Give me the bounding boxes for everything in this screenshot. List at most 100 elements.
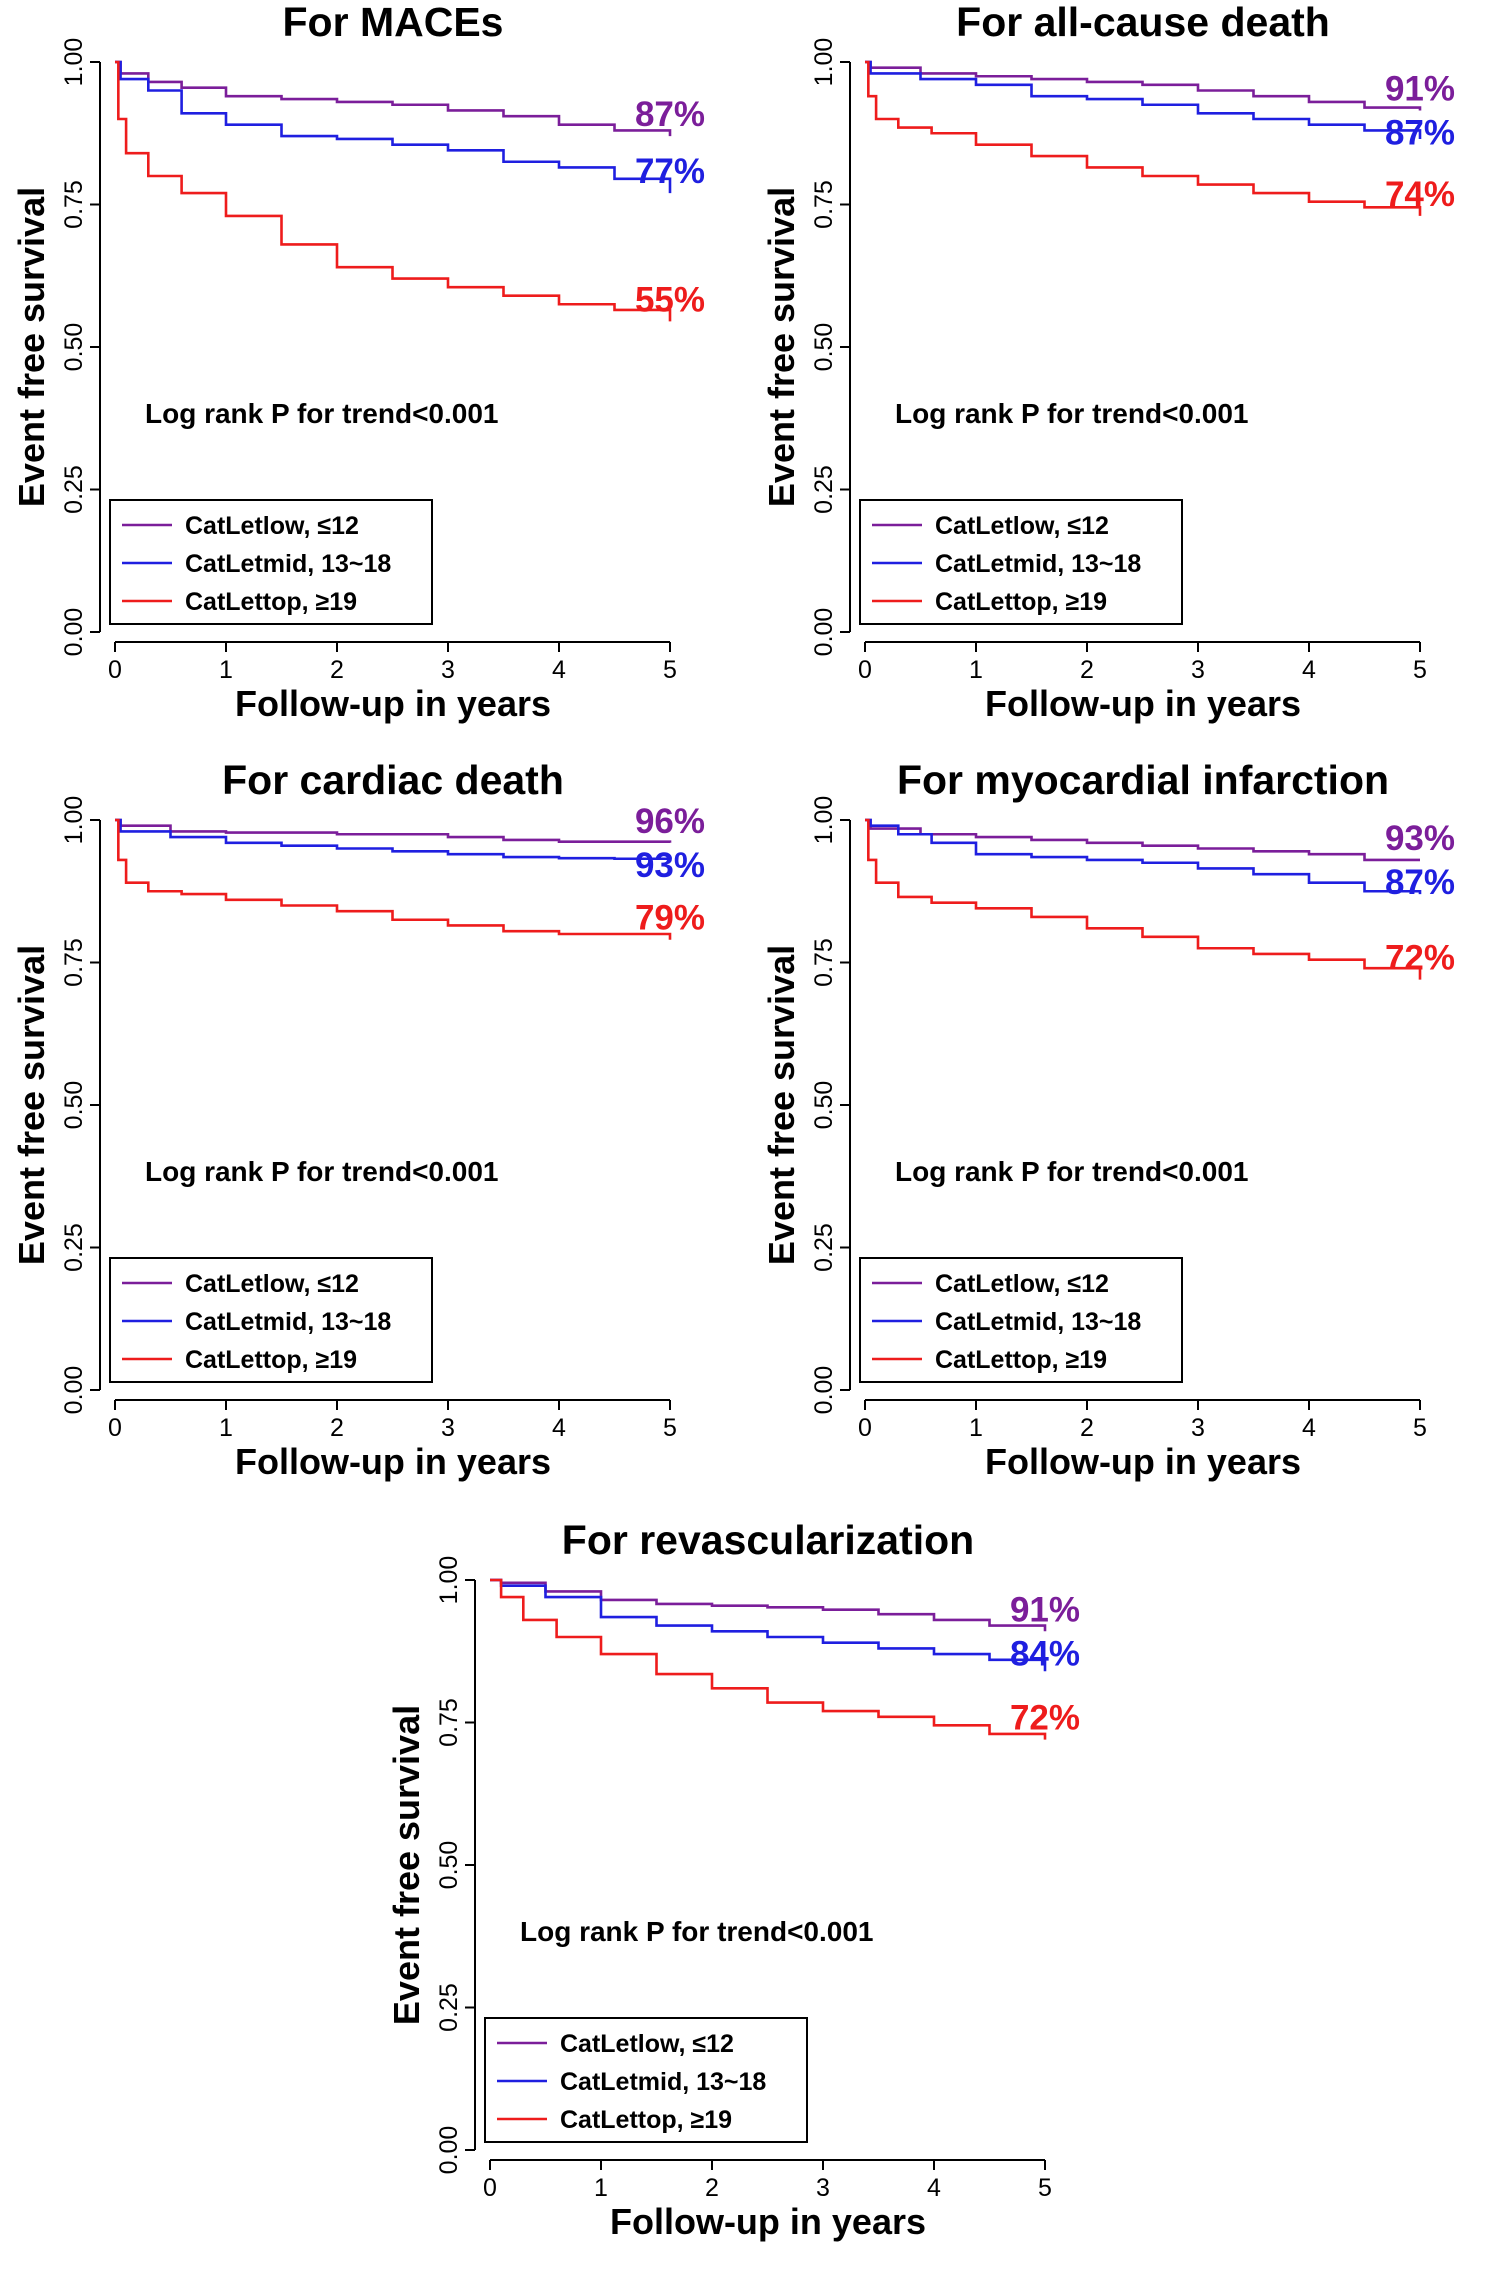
log-rank-annotation: Log rank P for trend<0.001 [895, 1156, 1249, 1187]
legend-label-mid: CatLetmid, 13~18 [185, 1308, 391, 1336]
y-tick-label: 0.00 [810, 1366, 838, 1415]
y-tick-label: 1.00 [810, 796, 838, 845]
y-tick-label: 0.25 [60, 465, 88, 514]
log-rank-annotation: Log rank P for trend<0.001 [145, 1156, 499, 1187]
y-tick-label: 0.25 [810, 1223, 838, 1272]
x-tick-label: 2 [1080, 656, 1094, 684]
chart-title: For all-cause death [956, 0, 1330, 45]
end-label-low: 91% [1010, 1590, 1080, 1629]
km-chart-svg: For revascularization 0.00 0.25 0.50 0.75 1.0… [386, 1518, 1080, 2242]
log-rank-annotation: Log rank P for trend<0.001 [145, 398, 499, 429]
y-tick-label: 0.75 [810, 938, 838, 987]
y-tick-label: 0.00 [60, 1366, 88, 1415]
legend-label-top: CatLettop, ≥19 [560, 2106, 732, 2134]
x-tick-label: 4 [552, 1414, 566, 1442]
y-tick-label: 0.25 [60, 1223, 88, 1272]
x-tick-label: 4 [552, 656, 566, 684]
end-label-mid: 93% [635, 846, 705, 885]
chart-panel-all-cause-death: For all-cause death 0.00 0.25 0.50 0.75 1.00 0… [750, 0, 1500, 760]
y-tick-label: 0.00 [60, 608, 88, 657]
legend-label-top: CatLettop, ≥19 [935, 588, 1107, 616]
chart-panel-myocardial-infarction: For myocardial infarction 0.00 0.25 0.50 0.7… [750, 758, 1500, 1518]
km-chart-svg: For all-cause death 0.00 0.25 0.50 0.75 1.00 0… [761, 0, 1455, 724]
x-tick-label: 3 [441, 1414, 455, 1442]
end-label-top: 74% [1385, 175, 1455, 214]
x-tick-label: 2 [1080, 1414, 1094, 1442]
legend: CatLetlow, ≤12 CatLetmid, 13~18 CatLettop,… [859, 1257, 1183, 1383]
end-label-low: 87% [635, 95, 705, 134]
legend: CatLetlow, ≤12 CatLetmid, 13~18 CatLettop,… [109, 499, 433, 625]
chart-panel-cardiac-death: For cardiac death 0.00 0.25 0.50 0.75 1.00 0 1 2… [0, 758, 750, 1518]
km-chart-svg: For myocardial infarction 0.00 0.25 0.50 0.7… [761, 758, 1455, 1482]
x-tick-label: 2 [330, 656, 344, 684]
y-axis-label: Event free survival [386, 1705, 427, 2025]
y-tick-label: 0.75 [435, 1698, 463, 1747]
x-axis-label: Follow-up in years [985, 1441, 1301, 1482]
survival-curve-top [115, 60, 672, 322]
y-tick-label: 0.00 [435, 2126, 463, 2175]
legend: CatLetlow, ≤12 CatLetmid, 13~18 CatLettop,… [859, 499, 1183, 625]
survival-curve-top [490, 1578, 1047, 1740]
legend-label-top: CatLettop, ≥19 [185, 1346, 357, 1374]
end-label-top: 55% [635, 280, 705, 319]
legend: CatLetlow, ≤12 CatLetmid, 13~18 CatLettop,… [484, 2017, 808, 2143]
y-axis-label: Event free survival [11, 187, 52, 507]
x-tick-label: 4 [927, 2174, 941, 2202]
x-tick-label: 1 [969, 1414, 983, 1442]
y-tick-label: 1.00 [810, 38, 838, 87]
end-label-mid: 77% [635, 152, 705, 191]
x-tick-label: 4 [1302, 1414, 1316, 1442]
chart-panel-revascularization: For revascularization 0.00 0.25 0.50 0.75 1.0… [375, 1518, 1125, 2278]
y-tick-label: 0.50 [60, 1081, 88, 1130]
end-label-mid: 84% [1010, 1634, 1080, 1673]
legend-label-low: CatLetlow, ≤12 [935, 1270, 1109, 1298]
chart-title: For revascularization [562, 1518, 974, 1563]
x-tick-label: 0 [858, 1414, 872, 1442]
legend-label-mid: CatLetmid, 13~18 [935, 1308, 1141, 1336]
end-label-mid: 87% [1385, 113, 1455, 152]
km-chart-svg: For cardiac death 0.00 0.25 0.50 0.75 1.00 0 1 2… [11, 758, 705, 1482]
survival-curve-mid [865, 818, 1422, 895]
log-rank-annotation: Log rank P for trend<0.001 [520, 1916, 874, 1947]
x-tick-label: 0 [483, 2174, 497, 2202]
survival-curve-low [490, 1578, 1047, 1632]
end-label-top: 79% [635, 899, 705, 938]
y-tick-label: 1.00 [435, 1556, 463, 1605]
legend-label-mid: CatLetmid, 13~18 [935, 550, 1141, 578]
y-tick-label: 0.75 [60, 180, 88, 229]
end-label-low: 93% [1385, 819, 1455, 858]
y-tick-label: 1.00 [60, 796, 88, 845]
y-tick-label: 0.00 [810, 608, 838, 657]
x-axis-label: Follow-up in years [235, 683, 551, 724]
legend-label-mid: CatLetmid, 13~18 [185, 550, 391, 578]
x-tick-label: 2 [330, 1414, 344, 1442]
x-tick-label: 4 [1302, 656, 1316, 684]
x-tick-label: 3 [441, 656, 455, 684]
y-axis-label: Event free survival [11, 945, 52, 1265]
y-axis-label: Event free survival [761, 945, 802, 1265]
survival-curve-low [865, 60, 1422, 111]
legend-label-top: CatLettop, ≥19 [185, 588, 357, 616]
chart-title: For cardiac death [222, 758, 564, 803]
legend: CatLetlow, ≤12 CatLetmid, 13~18 CatLettop,… [109, 1257, 433, 1383]
chart-title: For MACEs [283, 0, 504, 45]
x-tick-label: 1 [219, 1414, 233, 1442]
x-tick-label: 3 [1191, 656, 1205, 684]
x-axis-label: Follow-up in years [235, 1441, 551, 1482]
x-tick-label: 1 [219, 656, 233, 684]
x-tick-label: 5 [1413, 1414, 1427, 1442]
y-tick-label: 0.50 [810, 323, 838, 372]
survival-curve-mid [865, 60, 1422, 139]
y-tick-label: 0.50 [810, 1081, 838, 1130]
end-label-top: 72% [1010, 1699, 1080, 1738]
survival-curve-top [115, 818, 672, 940]
x-tick-label: 0 [108, 656, 122, 684]
x-tick-label: 3 [1191, 1414, 1205, 1442]
x-tick-label: 0 [858, 656, 872, 684]
x-tick-label: 3 [816, 2174, 830, 2202]
x-tick-label: 5 [663, 656, 677, 684]
y-tick-label: 0.25 [810, 465, 838, 514]
x-tick-label: 5 [1038, 2174, 1052, 2202]
end-label-low: 91% [1385, 69, 1455, 108]
x-axis-label: Follow-up in years [610, 2201, 926, 2242]
